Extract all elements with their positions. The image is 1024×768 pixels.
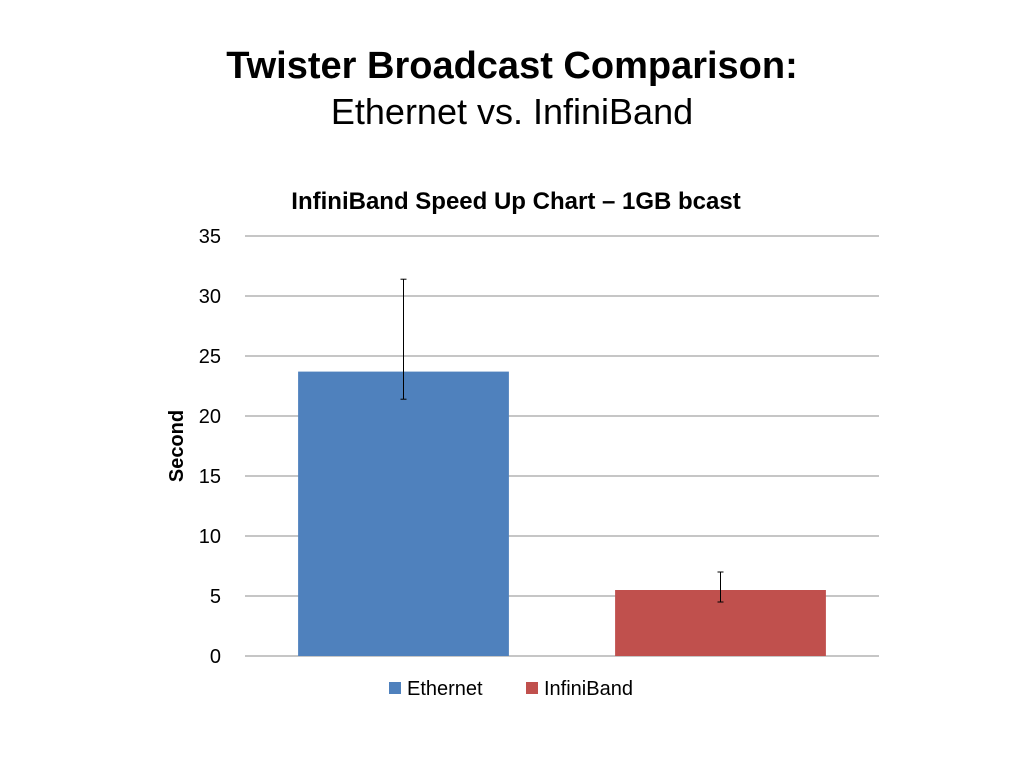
bar-ethernet	[298, 371, 509, 656]
slide-title-subtitle: Ethernet vs. InfiniBand	[330, 90, 694, 132]
y-tick-label: 20	[199, 406, 221, 428]
y-axis-ticks: 0 5 10 15 20 25 30 35	[199, 226, 221, 668]
y-tick-label: 35	[199, 226, 221, 248]
y-axis-label: Second	[166, 410, 188, 482]
chart-title: InfiniBand Speed Up Chart – 1GB bcast	[291, 188, 740, 215]
legend-label-infiniband: InfiniBand	[544, 678, 633, 700]
legend-label-ethernet: Ethernet	[407, 678, 483, 700]
legend-swatch-infiniband	[526, 682, 538, 694]
slide-title-main: Twister Broadcast Comparison:	[226, 45, 798, 87]
y-tick-label: 15	[199, 466, 221, 488]
legend: Ethernet InfiniBand	[389, 678, 633, 700]
y-tick-label: 0	[210, 646, 221, 668]
error-bars	[400, 278, 724, 603]
y-tick-label: 30	[199, 286, 221, 308]
bars	[298, 371, 826, 656]
y-tick-label: 25	[199, 346, 221, 368]
y-tick-label: 5	[210, 586, 221, 608]
y-tick-label: 10	[199, 526, 221, 548]
slide-title: Twister Broadcast Comparison: Ethernet v…	[0, 44, 1024, 133]
legend-swatch-ethernet	[389, 682, 401, 694]
